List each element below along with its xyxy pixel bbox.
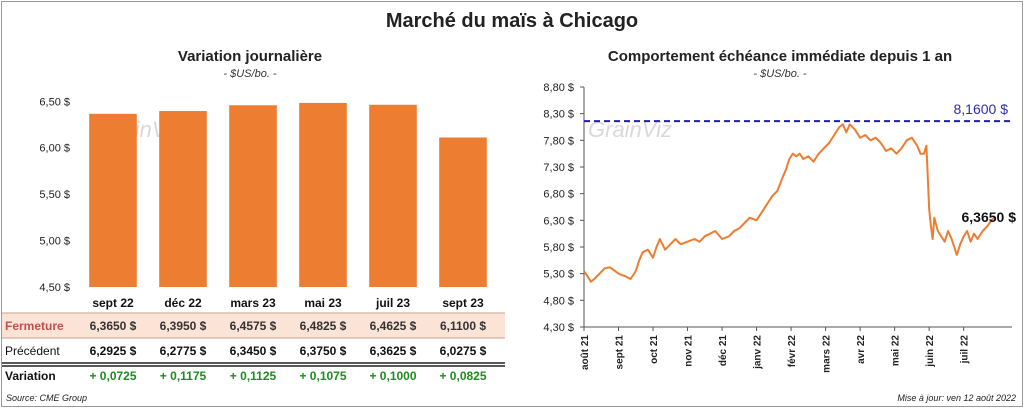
x-tick-label: juin 22	[925, 335, 936, 368]
x-tick-label: févr 22	[787, 335, 798, 368]
y-tick-label: 4,50 $	[39, 282, 70, 294]
x-tick-label: août 21	[580, 335, 591, 370]
source-note: Source: CME Group	[6, 393, 88, 403]
table-cell: 6,4825 $	[300, 319, 347, 333]
x-category-label: sept 22	[92, 296, 134, 310]
y-tick-label: 6,30 $	[543, 215, 574, 227]
table-cell: + 0,0725	[89, 369, 136, 383]
reference-label: 8,1600 $	[954, 101, 1009, 117]
price-series-line	[583, 123, 996, 283]
bar-chart-unit: - $US/bo. -	[223, 68, 277, 80]
y-tick-label: 7,80 $	[543, 135, 574, 147]
table-cell: 6,2925 $	[90, 344, 137, 358]
y-tick-label: 5,50 $	[39, 189, 70, 201]
table-cell: + 0,1000	[369, 369, 416, 383]
bar	[159, 111, 207, 288]
x-tick-label: nov 21	[684, 335, 695, 367]
table-cell: 6,1100 $	[440, 319, 486, 333]
y-tick-label: 4,30 $	[543, 322, 574, 334]
y-tick-label: 6,00 $	[39, 143, 70, 155]
table-cell: 6,4575 $	[230, 319, 277, 333]
x-tick-label: mars 22	[822, 335, 833, 373]
bar	[229, 105, 277, 287]
y-tick-label: 5,80 $	[543, 242, 574, 254]
table-cell: + 0,1175	[160, 369, 207, 383]
y-tick-label: 7,30 $	[543, 162, 574, 174]
bar	[369, 104, 417, 288]
y-tick-label: 8,80 $	[543, 82, 574, 94]
x-tick-label: sept 21	[615, 335, 626, 370]
table-cell: 6,0275 $	[440, 344, 487, 358]
table-cell: 6,3750 $	[300, 344, 347, 358]
fermeture-row-bg	[2, 313, 505, 338]
table-row-label: Fermeture	[5, 319, 64, 333]
table-cell: + 0,1075	[299, 369, 346, 383]
bar	[89, 113, 137, 287]
x-category-label: mars 23	[230, 296, 276, 310]
x-category-label: sept 23	[442, 296, 484, 310]
y-tick-label: 8,30 $	[543, 109, 574, 121]
x-category-label: déc 22	[164, 296, 202, 310]
line-chart-title: Comportement échéance immédiate depuis 1…	[607, 48, 953, 65]
bar	[299, 102, 347, 288]
x-tick-label: juil 22	[960, 335, 971, 365]
y-tick-label: 4,80 $	[543, 295, 574, 307]
y-tick-label: 5,30 $	[543, 269, 574, 281]
table-cell: 6,2775 $	[160, 344, 207, 358]
bar-chart-title: Variation journalière	[177, 48, 323, 65]
table-row-label: Précédent	[5, 344, 60, 358]
x-tick-label: oct 21	[649, 335, 660, 364]
y-tick-label: 5,00 $	[39, 236, 70, 248]
x-tick-label: janv 22	[753, 335, 764, 370]
main-title: Marché du maïs à Chicago	[385, 10, 639, 32]
table-cell: 6,3650 $	[90, 319, 137, 333]
last-value-label: 6,3650 $	[962, 209, 1017, 225]
table-cell: + 0,1125	[230, 369, 277, 383]
y-tick-label: 6,50 $	[39, 96, 70, 108]
table-cell: 6,3450 $	[230, 344, 277, 358]
update-note: Mise à jour: ven 12 août 2022	[897, 393, 1016, 403]
table-cell: 6,3950 $	[160, 319, 207, 333]
table-cell: 6,4625 $	[370, 319, 417, 333]
table-row-label: Variation	[5, 369, 56, 383]
table-cell: + 0,0825	[439, 369, 486, 383]
x-tick-label: mai 22	[891, 335, 902, 367]
y-tick-label: 6,80 $	[543, 189, 574, 201]
bar	[439, 137, 487, 287]
x-category-label: mai 23	[304, 296, 342, 310]
x-category-label: juil 23	[375, 296, 410, 310]
line-chart-unit: - $US/bo. -	[753, 68, 807, 80]
table-cell: 6,3625 $	[370, 344, 417, 358]
x-tick-label: avr 22	[856, 335, 867, 364]
x-tick-label: déc 21	[718, 335, 729, 367]
